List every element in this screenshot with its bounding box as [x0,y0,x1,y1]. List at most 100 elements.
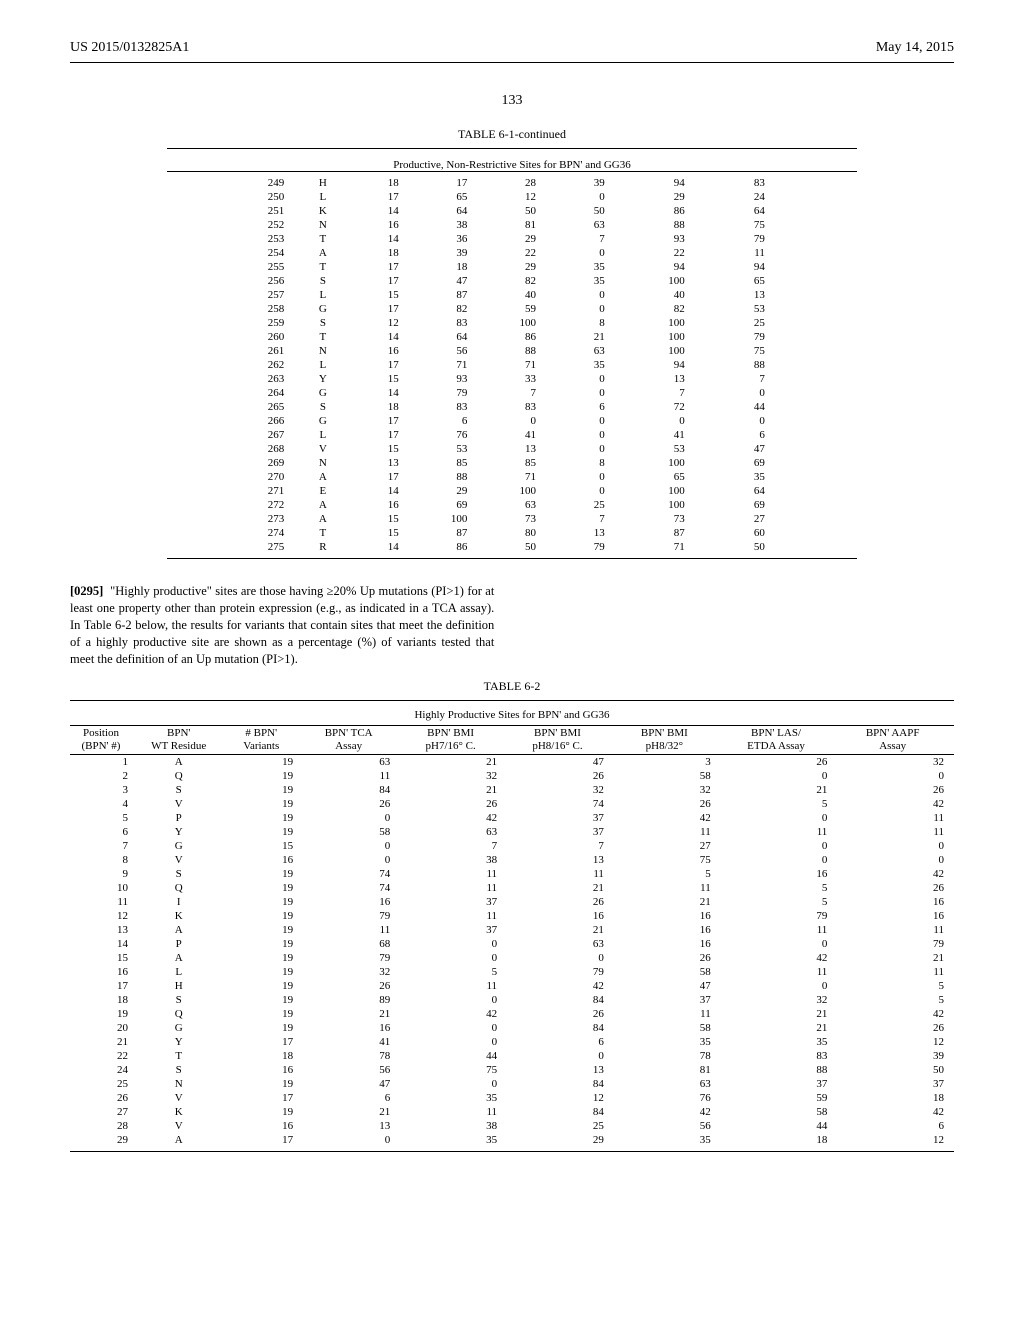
table-cell: 83 [701,176,781,190]
table-cell: 13 [483,442,552,456]
table-cell: 68 [303,937,400,951]
table-cell: 0 [552,386,621,400]
table-row: 26V1763512765918 [70,1091,954,1105]
table-cell: 19 [225,923,303,937]
table-cell: 76 [614,1091,721,1105]
table-row: 250L17651202924 [243,190,781,204]
table-cell: A [300,512,357,526]
table-cell: 26 [70,1091,138,1105]
table-cell: 19 [225,1077,303,1091]
table-cell: 63 [303,754,400,769]
table-cell: 16 [721,867,838,881]
table-cell: A [300,246,357,260]
table-cell: 79 [837,937,954,951]
table-cell: 19 [225,783,303,797]
table-cell: 14 [358,484,415,498]
table-cell: 50 [837,1063,954,1077]
table-cell: 17 [415,176,484,190]
table-cell: K [138,1105,225,1119]
table-cell: 18 [358,400,415,414]
table-cell: 249 [243,176,300,190]
table-cell: 39 [552,176,621,190]
table-row: 6Y19586337111111 [70,825,954,839]
table-cell: 79 [507,965,614,979]
table-cell: 60 [701,526,781,540]
table-cell: H [300,176,357,190]
table-cell: 82 [415,302,484,316]
table-cell: 14 [70,937,138,951]
table-cell: 100 [621,316,701,330]
table-cell: 82 [621,302,701,316]
table-cell: 251 [243,204,300,218]
table-cell: 0 [701,386,781,400]
table-cell: 32 [837,754,954,769]
table-column-header: BPN' BMIpH8/16° C. [507,726,614,754]
table-cell: 21 [400,754,507,769]
table-cell: N [300,456,357,470]
table-row: 10Q1974112111526 [70,881,954,895]
table-cell: 42 [400,1007,507,1021]
table-cell: 0 [552,428,621,442]
table-cell: 35 [400,1133,507,1147]
table-cell: 100 [621,274,701,288]
page-number: 133 [70,93,954,109]
table-cell: V [300,442,357,456]
table-cell: 11 [721,825,838,839]
table-cell: T [300,526,357,540]
table-cell: 19 [70,1007,138,1021]
table-cell: A [138,754,225,769]
table-cell: 50 [701,540,781,554]
table-row: 267L1776410416 [243,428,781,442]
header-rule [70,62,954,63]
table-cell: 12 [837,1133,954,1147]
table-cell: 16 [225,853,303,867]
table-cell: 41 [483,428,552,442]
table-cell: 0 [621,414,701,428]
table-cell: 42 [614,1105,721,1119]
table-cell: 0 [721,769,838,783]
table-row: 261N1656886310075 [243,344,781,358]
table-cell: 11 [400,881,507,895]
table-cell: 274 [243,526,300,540]
para-text: "Highly productive" sites are those havi… [70,584,494,666]
table-cell: 265 [243,400,300,414]
table-cell: G [300,302,357,316]
table-cell: 87 [415,288,484,302]
table-cell: 12 [837,1035,954,1049]
table-row: 257L15874004013 [243,288,781,302]
table-cell: 25 [507,1119,614,1133]
table-cell: E [300,484,357,498]
table-cell: 19 [225,951,303,965]
table-cell: 0 [303,839,400,853]
table-cell: 63 [614,1077,721,1091]
table-cell: 17 [70,979,138,993]
table-cell: 16 [837,895,954,909]
table-cell: 4 [70,797,138,811]
table-cell: 88 [483,344,552,358]
table-column-header: BPN'WT Residue [138,726,225,754]
table-cell: 7 [483,386,552,400]
table-cell: 74 [303,867,400,881]
table-column-header: BPN' TCAAssay [303,726,400,754]
table-cell: 5 [837,993,954,1007]
table-cell: 58 [614,769,721,783]
table-cell: 81 [483,218,552,232]
table-row: 25N1947084633737 [70,1077,954,1091]
table-cell: 24 [70,1063,138,1077]
table-cell: 58 [614,965,721,979]
table-cell: 47 [507,754,614,769]
table-cell: 17 [225,1035,303,1049]
table-cell: 0 [400,937,507,951]
table-row: 20G1916084582126 [70,1021,954,1035]
table-cell: 14 [358,386,415,400]
table-cell: 268 [243,442,300,456]
table-cell: 37 [721,1077,838,1091]
table-cell: 64 [701,484,781,498]
table-cell: 0 [552,246,621,260]
table-cell: 65 [415,190,484,204]
table-cell: 0 [721,853,838,867]
table-cell: 5 [721,881,838,895]
table-cell: 37 [507,825,614,839]
table-row: 8V16038137500 [70,853,954,867]
table-cell: 19 [225,811,303,825]
